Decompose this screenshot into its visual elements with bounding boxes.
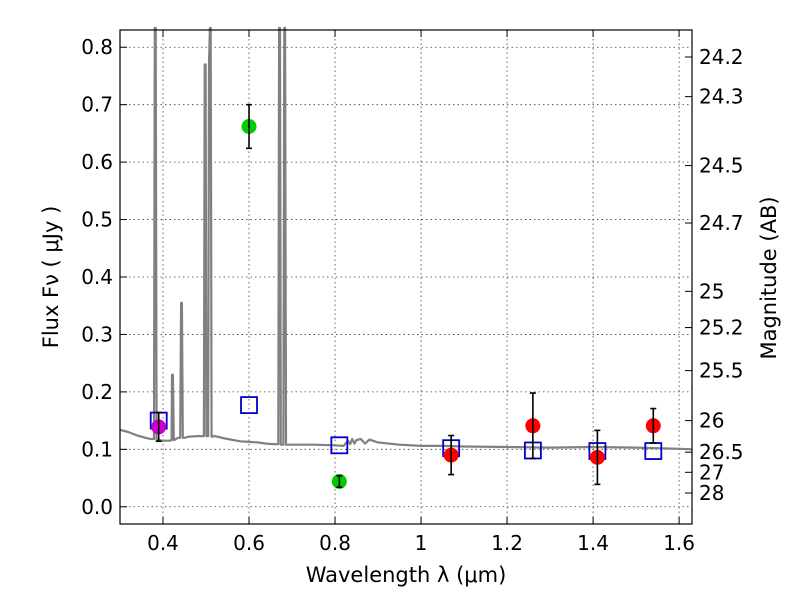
magnitude-tick-label: 25.2 — [699, 316, 744, 340]
y-axis-label: Flux Fν ( μJy ) — [39, 206, 63, 349]
y-tick-label: 0.4 — [81, 265, 113, 289]
y-tick-label: 0.3 — [81, 322, 113, 346]
magnitude-tick-label: 24.2 — [699, 45, 744, 69]
grid-lines — [120, 30, 692, 524]
magnitude-tick-label: 24.5 — [699, 154, 744, 178]
magnitude-tick-label: 24.3 — [699, 85, 744, 109]
x-tick-label: 1.2 — [491, 531, 523, 555]
spectrum-layer — [119, 26, 693, 451]
x-tick-label: 1.4 — [577, 531, 609, 555]
x-tick-label: 1 — [415, 531, 428, 555]
magnitude-tick-label: 25.5 — [699, 359, 744, 383]
y-tick-label: 0.0 — [81, 495, 113, 519]
y-tick-label: 0.6 — [81, 150, 113, 174]
magnitude-tick-label: 26.5 — [699, 440, 744, 464]
magnitude-tick-label: 24.7 — [699, 211, 744, 235]
x-tick-label: 0.6 — [233, 531, 265, 555]
magnitude-tick-label: 26 — [699, 409, 724, 433]
y-tick-label: 0.5 — [81, 208, 113, 232]
magnitude-tick-label: 27 — [699, 460, 724, 484]
x-tick-label: 1.6 — [663, 531, 695, 555]
model-spectrum-line — [119, 26, 693, 451]
model-photometry-square — [644, 442, 663, 460]
y-tick-label: 0.8 — [81, 35, 113, 59]
y-tick-label: 0.2 — [81, 380, 113, 404]
y-tick-label: 0.1 — [81, 437, 113, 461]
axis-ticks: 0.4 0.6 0.8 1 1.2 1.4 1.6 0.0 0.1 0.2 0.3 0.4 0.5 0.6… — [81, 30, 744, 555]
magnitude-tick-label: 25 — [699, 279, 724, 303]
x-axis-label: Wavelength λ (μm) — [306, 563, 507, 587]
y-tick-label: 0.7 — [81, 93, 113, 117]
magnitude-axis-label: Magnitude (AB) — [757, 196, 781, 359]
x-tick-label: 0.4 — [147, 531, 179, 555]
model-photometry-square — [240, 396, 258, 414]
magnitude-tick-label: 28 — [699, 481, 724, 505]
model-photometry-square — [330, 436, 349, 455]
data-points-layer — [149, 103, 663, 489]
x-tick-label: 0.8 — [319, 531, 351, 555]
